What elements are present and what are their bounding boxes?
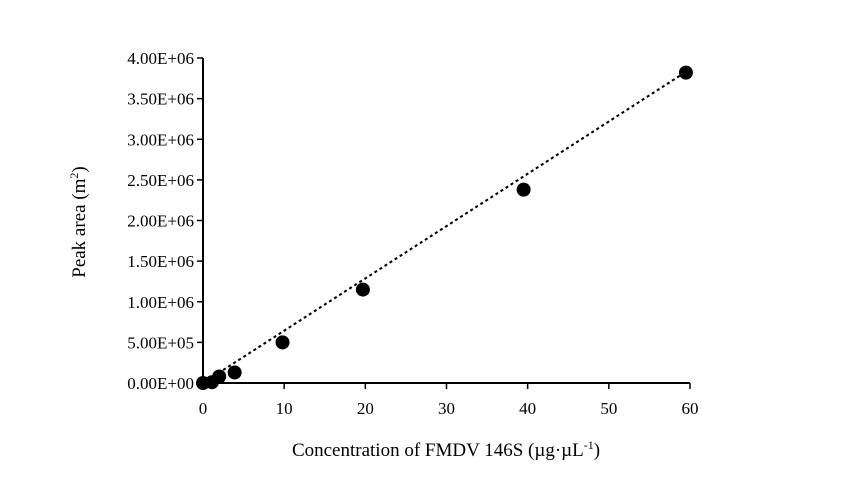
x-axis-ticks: 0 10 20 30 40 50 60 [199, 383, 699, 418]
y-axis-ticks: 0.00E+00 5.00E+05 1.00E+06 1.50E+06 2.00E+06… [127, 49, 203, 393]
y-tick-label: 4.00E+06 [127, 49, 194, 68]
data-point [516, 182, 531, 197]
data-point [355, 282, 370, 297]
y-tick-label: 2.00E+06 [127, 212, 194, 231]
data-point [678, 65, 693, 80]
plot-area: 0.00E+00 5.00E+05 1.00E+06 1.50E+06 2.00E+06… [127, 49, 698, 418]
x-tick-label: 60 [682, 399, 699, 418]
trendline-group [202, 70, 687, 384]
x-tick-label: 30 [438, 399, 455, 418]
x-tick-label: 0 [199, 399, 208, 418]
y-tick-label: 1.00E+06 [127, 293, 194, 312]
trendline [202, 70, 687, 384]
x-tick-label: 20 [357, 399, 374, 418]
x-axis-title: Concentration of FMDV 146S (µg·µL-1) [292, 438, 600, 461]
y-tick-label: 2.50E+06 [127, 171, 194, 190]
y-axis-title: Peak area (m2) [67, 166, 90, 278]
x-tick-label: 10 [276, 399, 293, 418]
y-tick-label: 5.00E+05 [127, 333, 194, 352]
x-tick-label: 50 [600, 399, 617, 418]
y-tick-label: 3.50E+06 [127, 90, 194, 109]
data-points [196, 65, 693, 390]
y-tick-label: 1.50E+06 [127, 252, 194, 271]
x-tick-label: 40 [519, 399, 536, 418]
y-tick-label: 0.00E+00 [127, 374, 194, 393]
data-point [227, 365, 242, 380]
y-tick-label: 3.00E+06 [127, 130, 194, 149]
data-point [212, 369, 227, 384]
data-point [275, 335, 290, 350]
